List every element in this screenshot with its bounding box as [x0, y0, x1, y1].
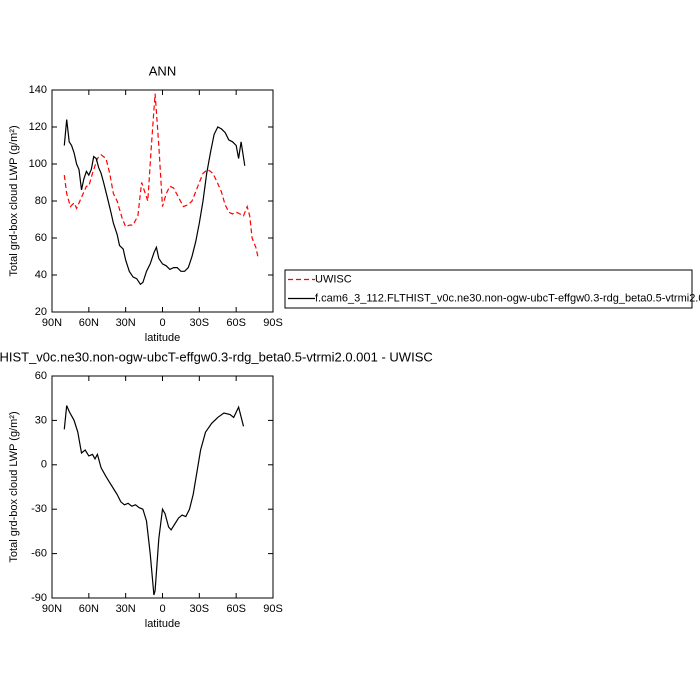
data-line [63, 405, 245, 596]
y-tick-label: 60 [35, 232, 47, 244]
y-tick-label: -30 [31, 503, 47, 515]
x-tick-label: 60N [79, 603, 99, 615]
data-line [63, 93, 259, 259]
y-axis-label: Total grd-box cloud LWP (g/m²) [8, 125, 20, 276]
y-tick-label: 100 [29, 158, 47, 170]
y-tick-label: 140 [29, 84, 47, 96]
chart-title: f.cam6_3_112.FLTHIST_v0c.ne30.non-ogw-ub… [0, 349, 433, 364]
x-axis-label: latitude [145, 332, 180, 344]
x-tick-label: 90S [263, 317, 283, 329]
x-tick-label: 90S [263, 603, 283, 615]
y-tick-label: 120 [29, 121, 47, 133]
x-tick-label: 60S [226, 603, 246, 615]
legend-label: UWISC [315, 273, 352, 285]
y-tick-label: 0 [41, 459, 47, 471]
legend-box [284, 269, 693, 309]
x-tick-label: 60N [79, 317, 99, 329]
chart-title: ANN [149, 63, 176, 78]
x-tick-label: 90N [42, 603, 62, 615]
y-tick-label: -60 [31, 548, 47, 560]
x-tick-label: 0 [159, 603, 165, 615]
y-tick-label: 80 [35, 195, 47, 207]
x-tick-label: 30N [116, 603, 136, 615]
x-tick-label: 30N [116, 317, 136, 329]
y-tick-label: 20 [35, 306, 47, 318]
x-tick-label: 90N [42, 317, 62, 329]
legend-label: f.cam6_3_112.FLTHIST_v0c.ne30.non-ogw-ub… [315, 292, 700, 304]
plot-frame [51, 375, 274, 599]
y-tick-label: -90 [31, 592, 47, 604]
x-tick-label: 60S [226, 317, 246, 329]
y-axis-label: Total grd-box cloud LWP (g/m²) [8, 411, 20, 562]
x-tick-label: 0 [159, 317, 165, 329]
x-tick-label: 30S [190, 603, 210, 615]
y-tick-label: 40 [35, 269, 47, 281]
y-tick-label: 60 [35, 370, 47, 382]
x-axis-label: latitude [145, 618, 180, 630]
x-tick-label: 30S [190, 317, 210, 329]
data-line [63, 119, 246, 286]
y-tick-label: 30 [35, 414, 47, 426]
